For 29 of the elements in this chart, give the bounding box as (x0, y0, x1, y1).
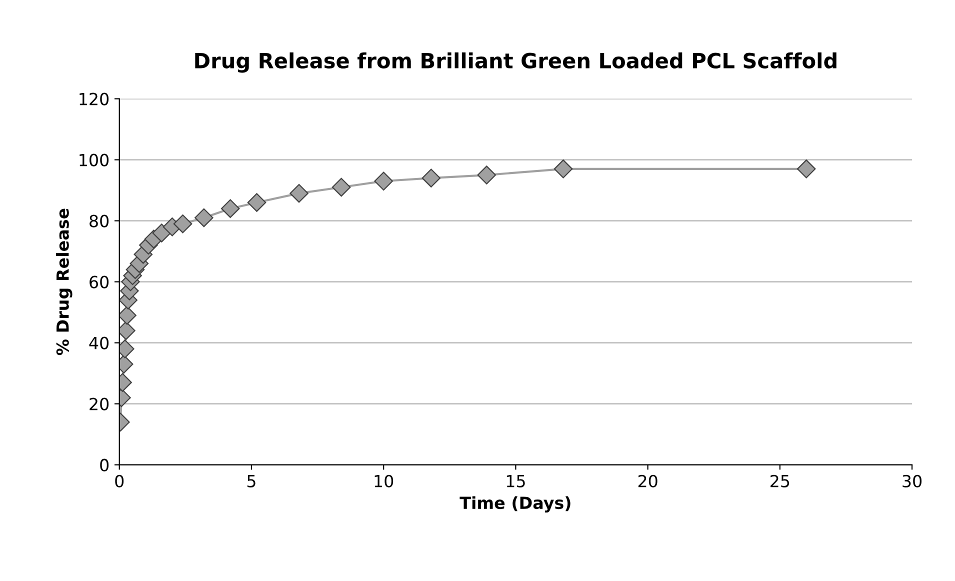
x-tick-label: 20 (638, 474, 658, 488)
point (477, 166, 496, 184)
y-tick-label: 20 (90, 398, 109, 410)
chart-title: Drug Release from Brilliant Green Loaded PCL Scaffold (195, 52, 836, 73)
point (332, 178, 351, 197)
x-tick-label: 15 (506, 475, 525, 488)
point (374, 172, 393, 191)
x-tick-label: 10 (374, 474, 394, 488)
x-axis-title: Time (Days) (460, 496, 570, 512)
y-axis-title: % Drug Release (56, 208, 72, 356)
point (119, 306, 136, 325)
x-tick-label: 25 (770, 474, 790, 488)
x-tick-label: 30 (902, 474, 922, 488)
point (796, 160, 816, 178)
point (554, 160, 573, 178)
y-tick-label: 60 (90, 276, 109, 288)
point (247, 193, 266, 212)
x-tick-label: 5 (247, 475, 256, 488)
point (173, 214, 192, 234)
y-tick-label: 120 (80, 92, 109, 106)
point (290, 184, 308, 203)
point (194, 208, 214, 228)
y-tick-label: 80 (90, 214, 109, 228)
x-tick-label: 0 (115, 474, 124, 488)
point (422, 168, 441, 188)
y-tick-label: 0 (100, 458, 109, 472)
point (220, 199, 240, 218)
y-tick-label: 40 (89, 336, 109, 350)
y-tick-label: 100 (80, 154, 109, 166)
